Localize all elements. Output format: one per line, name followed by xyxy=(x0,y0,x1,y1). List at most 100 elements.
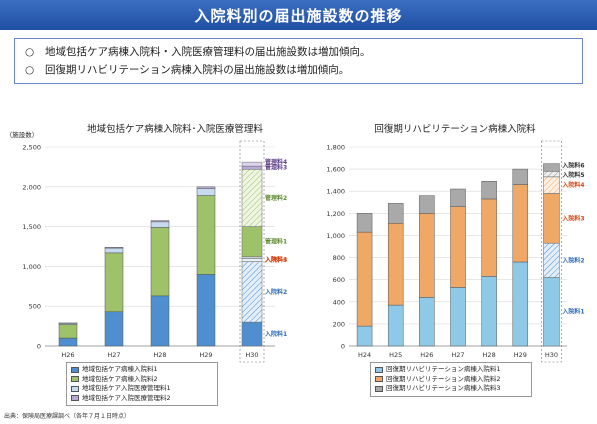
legend-label: 地域包括ケア入院医療管理料1 xyxy=(82,384,171,392)
page-title: 入院料別の届出施設数の推移 xyxy=(194,6,403,25)
bar-segment xyxy=(387,223,404,306)
page-title-bar: 入院料別の届出施設数の推移 xyxy=(0,0,597,30)
y-tick-label: 1,200 xyxy=(326,210,345,218)
legend-item: 地域包括ケア病棟入院料2 xyxy=(71,375,213,385)
y-tick-label: 500 xyxy=(29,303,41,311)
bar-segment xyxy=(450,188,466,207)
h30-outline xyxy=(541,140,562,363)
h30-outline xyxy=(239,140,265,363)
right-chart: 0 200 400 600 800 1,000 1,200 1,400 1,600 1,800 H2… xyxy=(326,140,585,363)
x-tick-label: H30 xyxy=(545,351,558,359)
bar-segment xyxy=(241,321,263,347)
segment-label: 入院料3 xyxy=(561,214,584,222)
bar-segment xyxy=(512,261,529,347)
legend-label: 地域包括ケア病棟入院料2 xyxy=(82,374,158,383)
legend-label: 地域包括ケア病棟入院料1 xyxy=(82,365,158,373)
legend-swatch xyxy=(375,385,383,392)
bar-segment xyxy=(150,295,170,347)
legend-item: 回復期リハビリテーション病棟入院料3 xyxy=(375,384,527,394)
y-tick-label: 1,600 xyxy=(326,166,345,174)
right-chart-title: 回復期リハビリテーション病棟入院料 xyxy=(374,123,536,135)
segment-label: 入院料3 xyxy=(264,256,287,264)
left-chart: 0 500 1,000 1,500 2,000 2,500 H26 H27 H28 H29 H30 入… xyxy=(22,140,287,363)
bar-segment xyxy=(241,226,263,258)
bar-segment xyxy=(481,181,497,200)
legend-swatch xyxy=(71,366,79,373)
legend-swatch xyxy=(71,385,79,392)
bar-segment xyxy=(241,169,263,227)
bar-segment xyxy=(196,195,216,275)
legend-item: 地域包括ケア入院医療管理料1 xyxy=(71,384,213,394)
bar-segment xyxy=(543,171,560,178)
bar-segment xyxy=(241,261,263,323)
y-tick-label: 400 xyxy=(333,298,345,306)
bar-segment xyxy=(419,213,435,298)
bar-segment xyxy=(356,213,373,233)
bar-segment xyxy=(387,304,404,347)
summary-line-2: ○ 回復期リハビリテーション病棟入院料の届出施設数は増加傾向。 xyxy=(25,61,572,79)
segment-label: 入院料2 xyxy=(264,288,287,296)
bar-segment xyxy=(58,324,78,339)
summary-line-1: ○ 地域包括ケア病棟入院料・入院医療管理料の届出施設数は増加傾向。 xyxy=(25,43,572,61)
x-tick-label: H29 xyxy=(199,351,212,359)
summary-box: ○ 地域包括ケア病棟入院料・入院医療管理料の届出施設数は増加傾向。 ○ 回復期リハビ… xyxy=(14,38,583,84)
bar-segment xyxy=(512,168,529,185)
bar-segment xyxy=(104,311,124,347)
bar-segment xyxy=(543,163,560,172)
y-tick-label: 1,000 xyxy=(22,263,41,271)
bar-segment xyxy=(58,337,78,347)
x-tick-label: H28 xyxy=(483,351,496,359)
x-tick-label: H30 xyxy=(245,351,258,359)
bullet-icon: ○ xyxy=(25,64,35,76)
segment-label: 入院料6 xyxy=(561,161,584,169)
bar-segment xyxy=(150,221,170,228)
bar-segment xyxy=(196,188,216,196)
right-legend: 回復期リハビリテーション病棟入院料1 回復期リハビリテーション病棟入院料2 回復期リ… xyxy=(370,362,532,397)
segment-label: 管理料1 xyxy=(265,238,287,246)
legend-item: 地域包括ケア入院医療管理料2 xyxy=(71,394,213,404)
bar-segment xyxy=(419,195,435,214)
segment-label: 管理料4 xyxy=(265,158,287,166)
y-tick-label: 2,000 xyxy=(22,183,41,191)
x-tick-label: H27 xyxy=(107,351,120,359)
y-tick-label: 2,500 xyxy=(22,144,41,152)
bar-segment xyxy=(543,193,560,244)
left-y-axis-label: （施設数） xyxy=(6,130,39,139)
x-tick-label: H29 xyxy=(514,351,527,359)
bar-segment xyxy=(543,176,560,194)
bar-segment xyxy=(104,247,124,249)
legend-swatch xyxy=(375,366,383,373)
y-tick-label: 1,800 xyxy=(326,144,345,152)
bar-segment xyxy=(196,186,216,189)
legend-item: 回復期リハビリテーション病棟入院料2 xyxy=(375,375,527,385)
bar-segment xyxy=(481,198,497,277)
y-tick-label: 1,400 xyxy=(326,188,345,196)
x-tick-label: H27 xyxy=(451,351,464,359)
bar-segment xyxy=(241,258,263,262)
y-tick-label: 800 xyxy=(333,254,345,262)
segment-label: 入院料4 xyxy=(561,181,584,189)
bar-segment xyxy=(241,165,263,170)
y-tick-label: 600 xyxy=(333,276,345,284)
legend-swatch xyxy=(71,376,79,383)
x-tick-label: H26 xyxy=(61,351,74,359)
legend-label: 回復期リハビリテーション病棟入院料1 xyxy=(386,365,501,373)
legend-label: 地域包括ケア入院医療管理料2 xyxy=(82,393,171,402)
bar-segment xyxy=(543,242,560,278)
y-tick-label: 200 xyxy=(333,320,345,328)
bar-segment xyxy=(196,274,216,347)
legend-swatch xyxy=(375,376,383,383)
x-tick-label: H28 xyxy=(153,351,166,359)
left-legend: 地域包括ケア病棟入院料1 地域包括ケア病棟入院料2 地域包括ケア入院医療管理料1 地域… xyxy=(66,362,218,406)
segment-label: 入院料4 xyxy=(264,256,287,264)
left-chart-title: 地域包括ケア病棟入院料･入院医療管理料 xyxy=(87,123,263,135)
x-tick-label: H25 xyxy=(389,351,402,359)
segment-label: 管理料2 xyxy=(265,194,287,202)
bar-segment xyxy=(387,203,404,224)
bar-segment xyxy=(512,184,529,263)
segment-label: 管理料3 xyxy=(265,164,287,172)
source-note: 出典：保険局医療課調べ（各年７月１日時点） xyxy=(4,413,131,420)
legend-label: 回復期リハビリテーション病棟入院料2 xyxy=(386,374,501,383)
bar-segment xyxy=(241,161,263,167)
x-tick-label: H26 xyxy=(420,351,433,359)
